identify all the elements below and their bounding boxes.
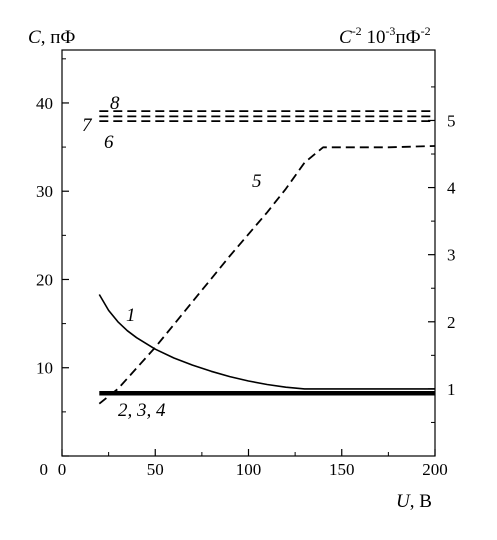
x-tick-label: 150 bbox=[329, 460, 355, 479]
y-right-axis-sup1: -2 bbox=[352, 24, 362, 38]
x-tick-label: 0 bbox=[58, 460, 67, 479]
curve-label-2-3-4: 2, 3, 4 bbox=[118, 400, 166, 421]
y-right-tick-label: 3 bbox=[447, 246, 456, 265]
x-tick-label: 50 bbox=[147, 460, 164, 479]
y-right-axis-title: C-2 10-3пФ-2 bbox=[339, 24, 431, 48]
curve-label-7: 7 bbox=[82, 115, 93, 136]
y-left-axis-unit: , пФ bbox=[41, 27, 76, 48]
y-left-tick-label: 40 bbox=[36, 94, 53, 113]
x-axis-var: U bbox=[396, 491, 411, 512]
y-right-tick-label: 5 bbox=[447, 111, 456, 130]
x-axis-title: U, В bbox=[396, 491, 432, 512]
ticks: 0 50 100 150 200 0 10 20 30 40 1 2 3 4 5 bbox=[36, 58, 456, 479]
y-right-axis-sup2: -3 bbox=[385, 24, 395, 38]
x-tick-label: 100 bbox=[236, 460, 262, 479]
y-left-axis-var: C bbox=[28, 27, 41, 48]
origin-label: 0 bbox=[40, 460, 49, 479]
y-right-tick-label: 2 bbox=[447, 313, 456, 332]
x-tick-label: 200 bbox=[422, 460, 448, 479]
series-3-line bbox=[98, 145, 436, 405]
curve-label-5: 5 bbox=[252, 171, 262, 192]
x-axis-unit: , В bbox=[410, 491, 432, 512]
series-layer bbox=[98, 110, 436, 405]
y-left-tick-label: 30 bbox=[36, 182, 53, 201]
y-left-tick-label: 10 bbox=[36, 359, 53, 378]
y-right-axis-mid: 10 bbox=[362, 27, 386, 48]
y-right-tick-label: 4 bbox=[447, 179, 456, 198]
y-right-tick-label: 1 bbox=[447, 380, 456, 399]
y-right-axis-unit: пФ bbox=[395, 27, 420, 48]
series-1-line bbox=[98, 294, 435, 390]
y-right-axis-var: C bbox=[339, 27, 352, 48]
curve-label-1: 1 bbox=[126, 305, 136, 326]
y-right-axis-sup3: -2 bbox=[421, 24, 431, 38]
curve-label-8: 8 bbox=[110, 93, 120, 114]
y-left-axis-title: C, пФ bbox=[28, 27, 75, 48]
y-left-tick-label: 20 bbox=[36, 270, 53, 289]
curve-label-6: 6 bbox=[104, 132, 114, 153]
